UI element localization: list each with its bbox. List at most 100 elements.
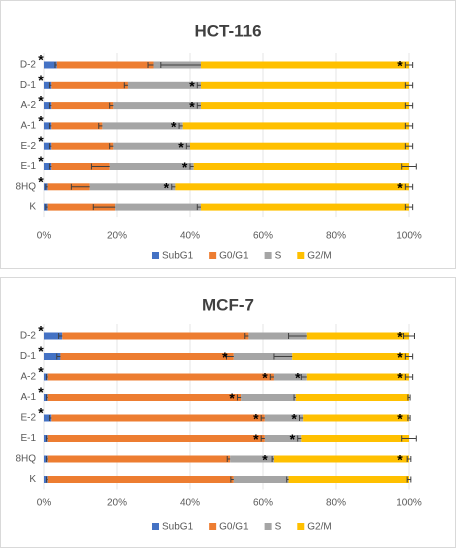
bar-segment: [200, 203, 409, 211]
bar-segment: [182, 122, 409, 130]
bar-segment: [264, 414, 304, 422]
y-tick-label: D-1: [20, 80, 37, 91]
legend-label: SubG1: [162, 522, 194, 533]
significance-mark: *: [290, 431, 296, 447]
x-tick-label: 0%: [37, 498, 52, 509]
bar-segment: [44, 373, 48, 381]
significance-mark: *: [38, 174, 44, 190]
y-tick-label: A-2: [20, 100, 36, 111]
bar-segment: [47, 203, 116, 211]
legend-label: G0/G1: [219, 251, 249, 262]
x-tick-label: 40%: [180, 231, 200, 242]
bar-segment: [306, 373, 409, 381]
bar-segment: [44, 414, 52, 422]
significance-mark: *: [164, 180, 170, 196]
significance-mark: *: [38, 405, 44, 421]
significance-mark: *: [397, 349, 403, 365]
legend-swatch: [297, 523, 305, 530]
bar-segment: [193, 163, 409, 170]
y-tick-label: E-2: [20, 141, 36, 152]
x-tick-label: 20%: [107, 498, 127, 509]
significance-mark: *: [189, 98, 195, 114]
significance-mark: *: [397, 452, 403, 468]
significance-mark: *: [38, 72, 44, 88]
significance-mark: *: [291, 411, 297, 427]
error-bar: [404, 62, 414, 68]
bar-segment: [47, 394, 242, 401]
significance-mark: *: [397, 180, 403, 196]
significance-mark: *: [178, 139, 184, 155]
bar-segment: [44, 102, 52, 110]
legend-label: S: [275, 522, 282, 533]
bar-segment: [51, 163, 110, 170]
bar-segment: [264, 435, 302, 442]
error-bar: [404, 204, 414, 211]
legend-label: G0/G1: [219, 522, 249, 533]
y-tick-label: K: [29, 202, 36, 213]
bar-segment: [51, 122, 103, 130]
y-tick-label: E-1: [20, 161, 36, 172]
x-tick-label: 20%: [107, 231, 127, 242]
error-bar: [404, 143, 414, 150]
bar-segment: [233, 476, 289, 483]
significance-mark: *: [38, 52, 44, 68]
bar-segment: [44, 435, 48, 442]
significance-mark: *: [229, 390, 235, 406]
y-tick-label: 8HQ: [15, 454, 36, 465]
error-bar: [404, 122, 414, 129]
bar-segment: [115, 203, 201, 211]
chart-title: MCF-7: [202, 295, 254, 314]
significance-mark: *: [189, 78, 195, 94]
bar-segment: [44, 122, 52, 130]
bar-segment: [51, 81, 128, 89]
error-bar: [403, 333, 415, 339]
y-tick-label: E-1: [20, 433, 36, 444]
legend-swatch: [152, 252, 159, 259]
legend-swatch: [264, 252, 272, 259]
bar-segment: [288, 476, 409, 483]
y-tick-label: D-1: [20, 351, 37, 362]
bar-segment: [47, 455, 231, 463]
bar-segment: [44, 353, 61, 360]
bar-segment: [200, 61, 409, 69]
bar-segment: [306, 332, 409, 340]
bar-segment: [51, 414, 265, 422]
y-tick-label: D-2: [20, 331, 37, 342]
bar-segment: [113, 142, 190, 150]
y-tick-label: A-2: [20, 372, 36, 383]
y-tick-label: D-2: [20, 60, 37, 71]
panel-frame: [0, 0, 456, 269]
significance-mark: *: [182, 159, 188, 175]
legend-swatch: [209, 523, 217, 530]
bar-segment: [301, 435, 409, 442]
bar-segment: [47, 183, 90, 191]
bar-segment: [273, 373, 307, 381]
bar-segment: [241, 394, 296, 401]
bar-segment: [200, 81, 409, 89]
significance-mark: *: [38, 323, 44, 339]
x-tick-label: 60%: [253, 498, 273, 509]
y-tick-label: E-2: [20, 413, 36, 424]
bar-segment: [109, 163, 194, 170]
x-tick-label: 100%: [396, 231, 422, 242]
error-bar: [401, 435, 417, 442]
y-tick-label: A-1: [20, 121, 36, 132]
legend-swatch: [297, 252, 305, 259]
bar-segment: [175, 183, 409, 191]
significance-mark: *: [295, 370, 301, 386]
bar-segment: [44, 476, 48, 483]
bar-segment: [51, 102, 114, 110]
bar-segment: [51, 142, 114, 150]
legend-swatch: [264, 523, 272, 530]
bar-segment: [303, 414, 409, 422]
y-tick-label: K: [29, 474, 36, 485]
error-bar: [407, 415, 411, 421]
bar-segment: [47, 373, 274, 381]
significance-mark: *: [38, 133, 44, 149]
x-tick-label: 80%: [326, 231, 346, 242]
significance-mark: *: [397, 411, 403, 427]
bar-segment: [89, 183, 176, 191]
significance-mark: *: [38, 364, 44, 380]
x-tick-label: 0%: [37, 231, 52, 242]
